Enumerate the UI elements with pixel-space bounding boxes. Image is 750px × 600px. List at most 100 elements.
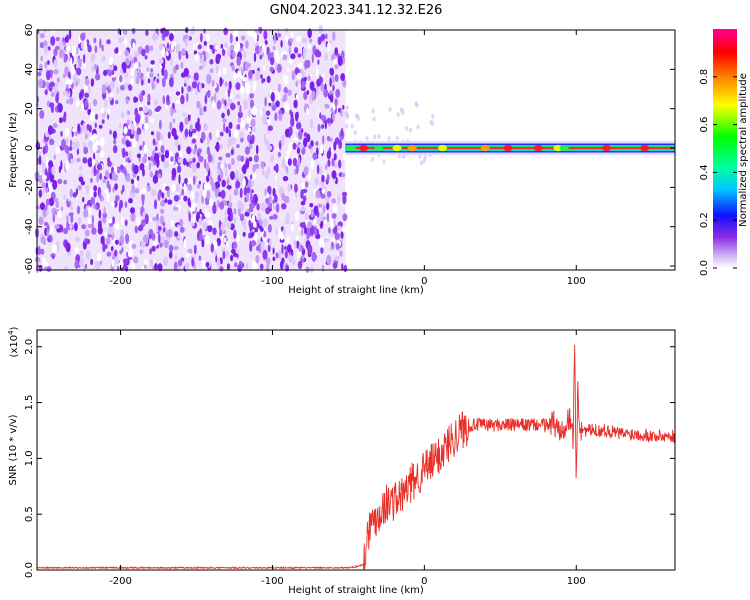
snr-y-label: SNR (10 * v/v) [8, 414, 19, 485]
noise-speckle [205, 262, 210, 268]
noise-speckle [224, 99, 227, 107]
noise-speckle [177, 158, 184, 164]
noise-speckle [267, 50, 271, 61]
noise-speckle [187, 177, 193, 185]
noise-speckle [224, 81, 228, 87]
noise-speckle [49, 138, 55, 146]
noise-speckle [182, 158, 187, 166]
noise-speckle [85, 250, 91, 260]
noise-speckle [53, 69, 59, 75]
noise-speckle [260, 74, 263, 79]
noise-speckle [309, 203, 314, 208]
noise-speckle [195, 121, 200, 131]
noise-speckle [171, 167, 177, 178]
y-tick-label: 20 [24, 102, 35, 115]
noise-speckle [105, 237, 111, 245]
noise-speckle [269, 66, 274, 72]
noise-speckle [204, 94, 208, 105]
noise-speckle [283, 176, 288, 181]
noise-speckle [90, 178, 93, 183]
noise-speckle [219, 201, 225, 210]
noise-speckle [228, 201, 233, 209]
noise-speckle [250, 174, 253, 180]
noise-speckle [237, 123, 240, 131]
noise-speckle [291, 118, 294, 127]
noise-speckle [259, 227, 264, 232]
noise-speckle [296, 35, 302, 43]
noise-speckle [250, 193, 253, 202]
noise-speckle [120, 84, 125, 91]
noise-speckle [118, 36, 123, 44]
noise-speckle [192, 157, 196, 163]
noise-speckle [330, 107, 334, 113]
noise-speckle [238, 206, 241, 217]
noise-speckle [233, 208, 237, 215]
noise-speckle [284, 245, 287, 251]
noise-speckle [172, 108, 177, 113]
noise-speckle [193, 244, 197, 255]
noise-speckle [102, 244, 108, 250]
noise-speckle [53, 59, 58, 68]
noise-speckle [262, 66, 266, 71]
noise-speckle [149, 217, 152, 223]
noise-speckle [342, 213, 348, 222]
noise-speckle [49, 102, 55, 109]
noise-speckle [130, 212, 136, 222]
noise-speckle [124, 82, 129, 90]
noise-speckle [192, 175, 196, 185]
noise-speckle [259, 109, 263, 114]
noise-speckle [64, 144, 69, 153]
signal-peak [374, 144, 384, 152]
spectrogram-x-ticks: -200 -100 0 100 [109, 30, 586, 287]
noise-speckle [248, 109, 251, 118]
noise-speckle [303, 137, 308, 148]
noise-speckle [84, 99, 88, 108]
noise-speckle [79, 257, 85, 264]
noise-speckle [284, 128, 290, 138]
noise-speckle [98, 209, 102, 219]
noise-speckle [100, 108, 105, 114]
noise-speckle [122, 147, 126, 159]
noise-speckle [311, 53, 314, 64]
noise-speckle [220, 44, 224, 49]
noise-speckle [239, 187, 243, 199]
noise-speckle [96, 173, 100, 183]
noise-speckle [63, 194, 66, 201]
noise-speckle [106, 91, 109, 100]
noise-speckle [79, 250, 84, 258]
noise-speckle [86, 39, 90, 47]
noise-speckle [157, 263, 163, 272]
y-tick-label: 1.5 [24, 395, 35, 411]
noise-speckle [124, 49, 130, 57]
noise-speckle [286, 67, 290, 72]
noise-speckle [129, 119, 133, 125]
noise-speckle [62, 50, 65, 57]
snr-frame [36, 329, 676, 571]
noise-speckle [327, 159, 331, 167]
noise-speckle [191, 128, 197, 134]
noise-speckle [205, 33, 210, 42]
noise-speckle [251, 134, 255, 145]
noise-speckle [281, 244, 284, 255]
noise-speckle [128, 83, 133, 91]
noise-speckle [316, 86, 320, 96]
noise-speckle [259, 54, 263, 60]
signal-peak [559, 144, 569, 152]
noise-speckle [150, 68, 154, 73]
signal-smear [408, 127, 413, 133]
noise-speckle [216, 136, 222, 142]
noise-speckle [134, 61, 139, 69]
noise-speckle [132, 42, 136, 49]
noise-speckle [329, 67, 335, 76]
noise-speckle [91, 215, 94, 225]
noise-speckle [41, 256, 46, 267]
noise-speckle [68, 146, 73, 151]
noise-speckle [227, 89, 231, 98]
noise-speckle [48, 183, 53, 194]
noise-speckle [236, 56, 241, 66]
noise-speckle [327, 42, 331, 52]
noise-speckle [74, 222, 78, 232]
noise-speckle [154, 263, 158, 271]
signal-peak [503, 144, 513, 152]
snr-panel: -200 -100 0 100 0.0 0.5 1.0 1.5 2.0 Height of s… [7, 326, 676, 596]
